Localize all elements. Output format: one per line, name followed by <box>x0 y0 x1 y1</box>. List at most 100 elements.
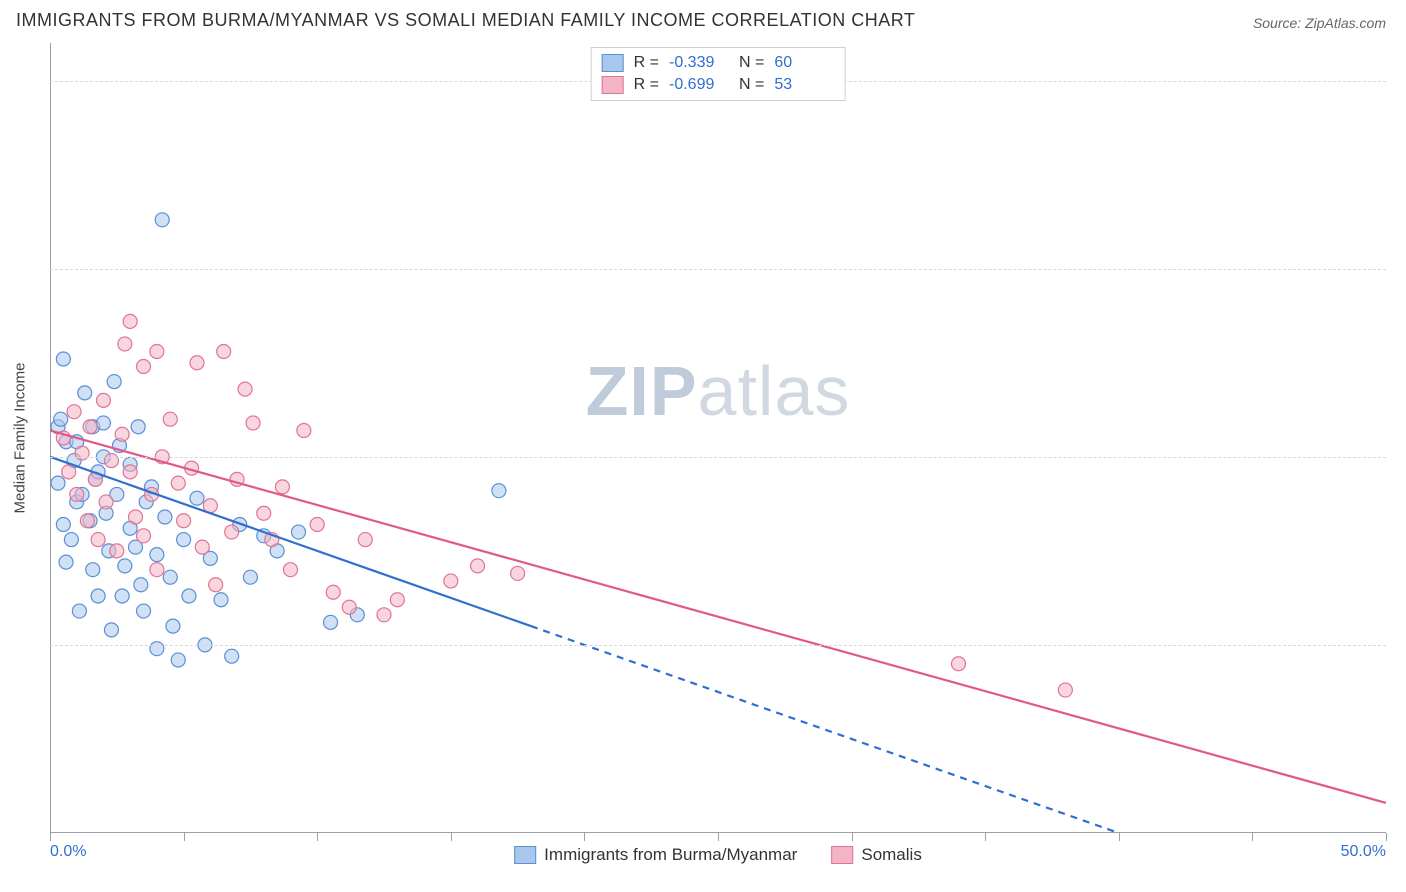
data-point-burma <box>150 642 164 656</box>
data-point-somali <box>150 344 164 358</box>
x-tick <box>985 833 986 841</box>
x-tick <box>1119 833 1120 841</box>
data-point-burma <box>182 589 196 603</box>
x-tick-label: 50.0% <box>1341 843 1386 861</box>
legend-swatch <box>831 846 853 864</box>
scatter-svg <box>50 43 1386 833</box>
data-point-burma <box>64 533 78 547</box>
x-tick <box>184 833 185 841</box>
x-tick-label: 0.0% <box>50 843 86 861</box>
data-point-burma <box>155 213 169 227</box>
data-point-burma <box>131 420 145 434</box>
data-point-burma <box>72 604 86 618</box>
gridline-h <box>50 269 1386 270</box>
data-point-somali <box>91 533 105 547</box>
data-point-somali <box>377 608 391 622</box>
data-point-somali <box>104 454 118 468</box>
data-point-burma <box>225 649 239 663</box>
y-tick-label: $200,000 <box>1396 72 1406 90</box>
data-point-burma <box>163 570 177 584</box>
data-point-somali <box>171 476 185 490</box>
data-point-burma <box>214 593 228 607</box>
data-point-somali <box>75 446 89 460</box>
data-point-somali <box>118 337 132 351</box>
data-point-somali <box>195 540 209 554</box>
plot-area: ZIPatlas $50,000$100,000$150,000$200,000… <box>50 43 1386 833</box>
x-tick <box>317 833 318 841</box>
regression-line <box>531 626 1119 833</box>
data-point-burma <box>91 589 105 603</box>
source-name: ZipAtlas.com <box>1305 15 1386 31</box>
r-value: -0.339 <box>669 54 729 72</box>
data-point-burma <box>166 619 180 633</box>
data-point-burma <box>171 653 185 667</box>
data-point-burma <box>78 386 92 400</box>
data-point-somali <box>246 416 260 430</box>
data-point-somali <box>96 393 110 407</box>
data-point-somali <box>190 356 204 370</box>
data-point-somali <box>275 480 289 494</box>
data-point-somali <box>209 578 223 592</box>
data-point-somali <box>444 574 458 588</box>
data-point-burma <box>492 484 506 498</box>
chart-container: Median Family Income ZIPatlas $50,000$10… <box>50 43 1386 833</box>
data-point-somali <box>283 563 297 577</box>
legend-series: Immigrants from Burma/MyanmarSomalis <box>514 845 922 865</box>
legend-correlation: R =-0.339N =60R =-0.699N =53 <box>591 47 846 101</box>
data-point-somali <box>150 563 164 577</box>
x-tick <box>718 833 719 841</box>
data-point-burma <box>115 589 129 603</box>
data-point-burma <box>243 570 257 584</box>
data-point-somali <box>257 506 271 520</box>
x-tick <box>852 833 853 841</box>
data-point-burma <box>291 525 305 539</box>
chart-title: IMMIGRANTS FROM BURMA/MYANMAR VS SOMALI … <box>16 10 915 31</box>
data-point-burma <box>118 559 132 573</box>
x-tick <box>50 833 51 841</box>
data-point-burma <box>150 548 164 562</box>
data-point-somali <box>238 382 252 396</box>
data-point-burma <box>137 604 151 618</box>
legend-series-label: Somalis <box>861 845 921 865</box>
x-tick <box>1386 833 1387 841</box>
data-point-somali <box>225 525 239 539</box>
data-point-somali <box>326 585 340 599</box>
data-point-somali <box>70 487 84 501</box>
r-value: -0.699 <box>669 76 729 94</box>
data-point-burma <box>51 476 65 490</box>
data-point-somali <box>342 600 356 614</box>
data-point-burma <box>86 563 100 577</box>
data-point-somali <box>80 514 94 528</box>
legend-swatch <box>602 54 624 72</box>
data-point-somali <box>177 514 191 528</box>
data-point-somali <box>137 529 151 543</box>
data-point-burma <box>56 352 70 366</box>
gridline-h <box>50 645 1386 646</box>
data-point-somali <box>217 344 231 358</box>
data-point-somali <box>390 593 404 607</box>
data-point-somali <box>83 420 97 434</box>
data-point-somali <box>123 465 137 479</box>
data-point-burma <box>158 510 172 524</box>
data-point-somali <box>310 518 324 532</box>
y-tick-label: $100,000 <box>1396 448 1406 466</box>
data-point-somali <box>358 533 372 547</box>
x-tick <box>584 833 585 841</box>
data-point-burma <box>104 623 118 637</box>
r-label: R = <box>634 54 659 72</box>
data-point-burma <box>59 555 73 569</box>
source-prefix: Source: <box>1253 15 1305 31</box>
legend-swatch <box>602 76 624 94</box>
data-point-somali <box>99 495 113 509</box>
data-point-somali <box>110 544 124 558</box>
data-point-burma <box>96 416 110 430</box>
data-point-burma <box>190 491 204 505</box>
n-label: N = <box>739 54 764 72</box>
r-label: R = <box>634 76 659 94</box>
data-point-somali <box>511 566 525 580</box>
n-value: 60 <box>774 54 834 72</box>
data-point-burma <box>324 615 338 629</box>
data-point-burma <box>56 518 70 532</box>
data-point-somali <box>1058 683 1072 697</box>
gridline-h <box>50 457 1386 458</box>
